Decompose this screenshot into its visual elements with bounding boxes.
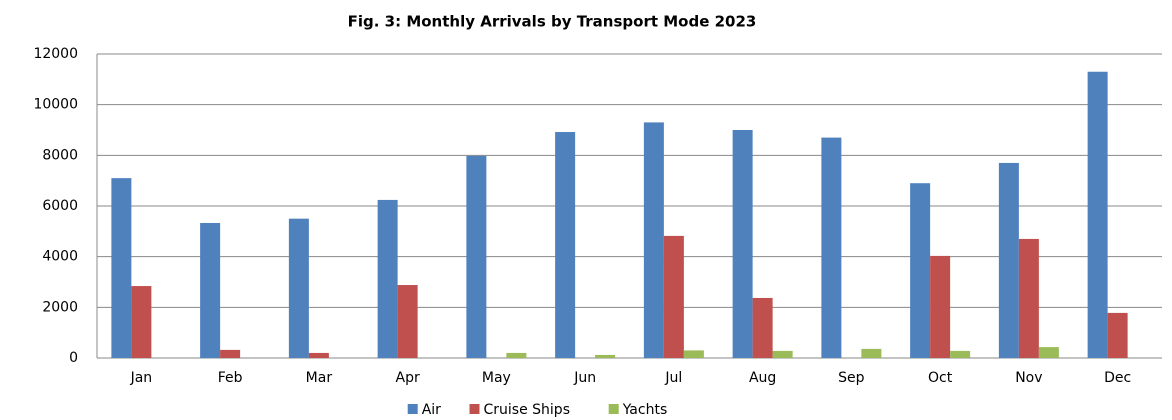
y-tick-label: 0 [69, 350, 78, 366]
x-tick-label: Jun [573, 370, 596, 386]
x-tick-label: Feb [218, 370, 243, 386]
bar [288, 218, 309, 358]
bar [111, 178, 132, 358]
x-tick-label: Jul [664, 370, 682, 386]
bar [643, 122, 664, 359]
x-tick-label: Oct [928, 370, 953, 386]
bar [308, 352, 329, 358]
y-tick-label: 4000 [42, 249, 78, 265]
bar [220, 349, 241, 358]
bar [950, 350, 971, 358]
bar [772, 350, 793, 358]
bar [861, 348, 882, 358]
bar [1038, 347, 1059, 358]
legend-label: Air [422, 402, 441, 418]
legend-swatch [608, 404, 619, 414]
bar [377, 199, 398, 358]
y-tick-label: 8000 [42, 147, 78, 163]
bar [683, 350, 704, 358]
legend-label: Yachts [622, 402, 668, 418]
chart-title: Fig. 3: Monthly Arrivals by Transport Mo… [348, 13, 757, 31]
y-tick-label: 12000 [33, 46, 78, 62]
bar [663, 235, 684, 358]
bar [752, 297, 773, 358]
x-tick-label: Nov [1015, 370, 1042, 386]
bar [131, 286, 152, 358]
bar [506, 352, 527, 358]
bar [930, 255, 951, 358]
bar [595, 354, 616, 358]
x-tick-label: Apr [396, 370, 420, 386]
bar [466, 155, 487, 358]
legend-label: Cruise Ships [484, 402, 570, 418]
y-tick-label: 2000 [42, 299, 78, 315]
x-tick-label: Aug [749, 370, 776, 386]
bar [555, 132, 576, 358]
y-tick-label: 10000 [33, 97, 78, 113]
y-tick-label: 6000 [42, 198, 78, 214]
bar [910, 183, 931, 358]
legend-swatch [407, 404, 418, 414]
x-tick-label: Mar [306, 370, 333, 386]
bar [821, 137, 842, 358]
bar [1087, 71, 1108, 358]
bar [200, 222, 221, 358]
bar [732, 130, 753, 358]
x-tick-label: Sep [838, 370, 865, 386]
x-tick-label: Dec [1104, 370, 1131, 386]
bar [397, 285, 418, 358]
x-tick-label: Jan [130, 370, 153, 386]
bar [998, 162, 1019, 358]
legend-swatch [469, 404, 480, 414]
x-tick-label: May [482, 370, 511, 386]
bar [1107, 312, 1128, 358]
bar [1018, 238, 1039, 358]
